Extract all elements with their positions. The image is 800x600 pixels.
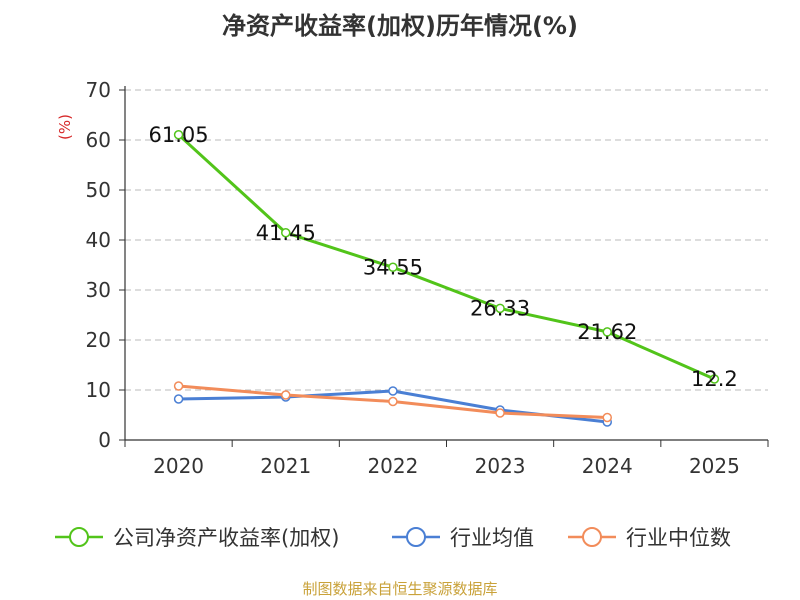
legend-label: 行业中位数 — [626, 526, 731, 550]
series-line-0 — [177, 133, 716, 381]
y-tick-label: 70 — [86, 78, 111, 102]
y-tick-label: 10 — [86, 378, 111, 402]
data-point — [173, 130, 184, 140]
data-point — [173, 381, 184, 391]
data-label: 21.62 — [577, 320, 637, 344]
y-tick-label: 40 — [86, 228, 111, 252]
y-tick-label: 50 — [86, 178, 111, 202]
legend-marker — [582, 527, 602, 547]
x-tick-label: 2024 — [582, 454, 633, 478]
data-point — [495, 408, 505, 418]
data-point — [602, 412, 612, 423]
legend-label: 行业均值 — [450, 526, 534, 550]
legend-label: 公司净资产收益率(加权) — [113, 526, 339, 550]
data-point — [281, 390, 291, 400]
legend-marker — [406, 527, 426, 547]
y-tick-label: 30 — [86, 278, 111, 302]
data-point — [173, 394, 184, 404]
x-tick-label: 2023 — [475, 454, 526, 478]
data-point — [709, 374, 720, 384]
y-tick-label: 20 — [86, 328, 111, 352]
data-label: 12.2 — [691, 367, 738, 391]
x-tick-label: 2025 — [689, 454, 740, 478]
y-tick-label: 0 — [98, 428, 111, 452]
chart-title: 净资产收益率(加权)历年情况(%) — [222, 12, 578, 40]
data-label: 61.05 — [149, 123, 209, 147]
legend-item-2: 行业中位数 — [568, 526, 731, 550]
legend-item-0: 公司净资产收益率(加权) — [55, 526, 339, 550]
legend-item-1: 行业均值 — [392, 526, 534, 550]
y-tick-label: 60 — [86, 128, 111, 152]
series-group — [173, 130, 720, 427]
data-label: 41.45 — [256, 221, 316, 245]
legend: 公司净资产收益率(加权) 行业均值 行业中位数 — [55, 526, 731, 550]
data-point — [495, 303, 505, 314]
data-point — [388, 386, 398, 396]
data-label: 26.33 — [470, 296, 530, 320]
x-tick-label: 2020 — [153, 454, 204, 478]
gridlines — [125, 89, 768, 391]
data-point — [281, 228, 291, 238]
source-footer: 制图数据来自恒生聚源数据库 — [302, 580, 498, 598]
y-axis-label: (%) — [56, 114, 74, 140]
data-point — [388, 262, 398, 272]
x-tick-label: 2022 — [367, 454, 418, 478]
axes: 0 10 20 30 40 50 60 70 2020 2021 2022 2023 2024 2025 — [86, 78, 769, 478]
x-tick-label: 2021 — [260, 454, 311, 478]
legend-marker — [69, 527, 89, 547]
data-point — [388, 396, 398, 407]
data-labels: 61.05 41.45 34.55 26.33 21.62 12.2 — [149, 123, 738, 391]
data-label: 34.55 — [363, 255, 423, 279]
data-point — [602, 327, 612, 337]
